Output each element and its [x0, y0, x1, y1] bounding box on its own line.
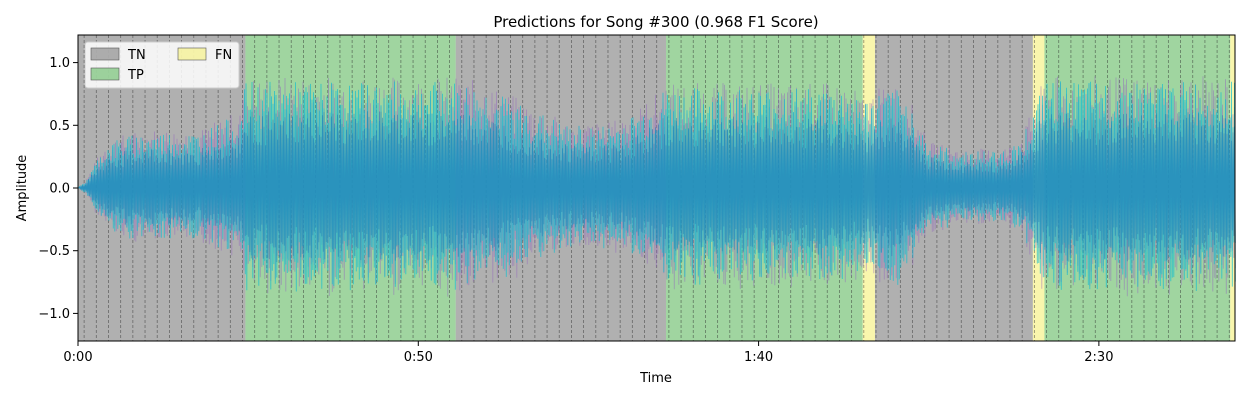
- waveform-layer: [78, 76, 1236, 297]
- x-axis-label: Time: [639, 371, 672, 386]
- y-tick-label: 1.0: [49, 56, 70, 71]
- legend-label-tp: TP: [127, 68, 144, 83]
- x-tick-label: 0:00: [63, 350, 92, 365]
- legend-swatch-tn: [90, 47, 120, 61]
- y-tick-label: 0.5: [49, 119, 70, 134]
- y-tick-label: −1.0: [38, 307, 70, 322]
- legend-swatch-tp: [90, 67, 120, 81]
- x-tick-label: 2:30: [1084, 350, 1113, 365]
- legend: TN TP FN: [84, 41, 240, 89]
- legend-label-fn: FN: [215, 48, 232, 63]
- legend-swatch-fn: [177, 47, 207, 61]
- y-tick-label: 0.0: [49, 182, 70, 197]
- waveform-primary: [78, 111, 1236, 263]
- legend-label-tn: TN: [127, 48, 146, 63]
- x-tick-label: 1:40: [744, 350, 773, 365]
- y-axis: 1.0 0.5 0.0 −0.5 −1.0: [38, 56, 78, 322]
- y-tick-label: −0.5: [38, 244, 70, 259]
- x-tick-label: 0:50: [404, 350, 433, 365]
- x-axis: 0:00 0:50 1:40 2:30: [63, 341, 1113, 365]
- chart-title: Predictions for Song #300 (0.968 F1 Scor…: [493, 13, 818, 31]
- y-axis-label: Amplitude: [15, 155, 30, 222]
